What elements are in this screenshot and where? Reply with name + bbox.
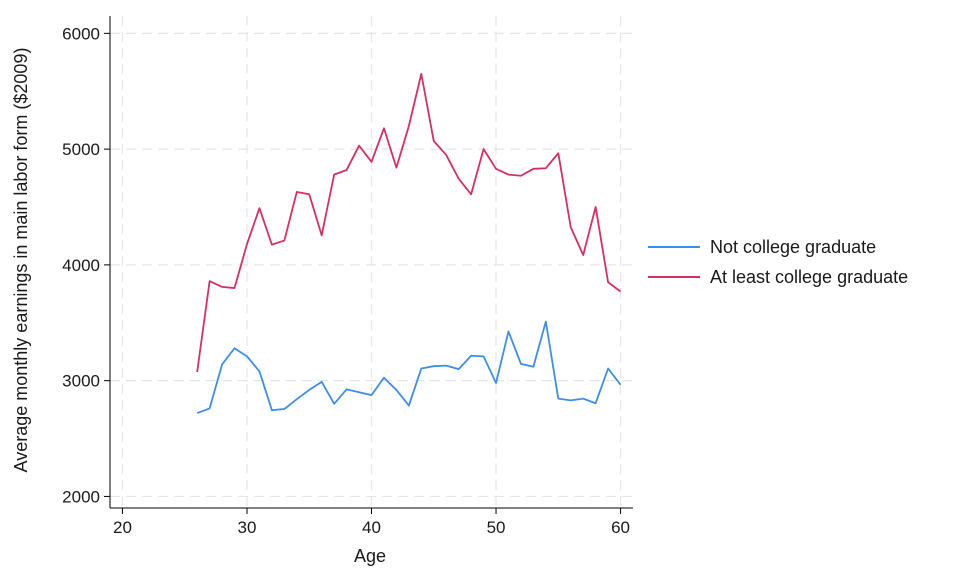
tick-labels: 2000 3000 4000 5000 6000 20 30 40 50 60 [62, 24, 630, 537]
legend-label-college: At least college graduate [710, 267, 908, 287]
y-tick-label: 2000 [62, 487, 100, 506]
x-axis-title: Age [354, 546, 386, 566]
y-tick-label: 5000 [62, 140, 100, 159]
x-tick-label: 20 [113, 518, 132, 537]
x-tick-label: 30 [238, 518, 257, 537]
x-tick-label: 50 [487, 518, 506, 537]
y-tick-label: 3000 [62, 372, 100, 391]
axes [104, 16, 633, 514]
series-line-not-college [196, 320, 622, 414]
legend: Not college graduate At least college gr… [648, 237, 908, 287]
x-tick-label: 60 [611, 518, 630, 537]
y-axis-title: Average monthly earnings in main labor f… [11, 48, 31, 473]
series-lines [196, 72, 622, 414]
y-tick-label: 6000 [62, 24, 100, 43]
series-line-college [196, 72, 622, 373]
x-tick-label: 40 [362, 518, 381, 537]
y-tick-label: 4000 [62, 256, 100, 275]
legend-label-not-college: Not college graduate [710, 237, 876, 257]
grid-lines [110, 16, 633, 508]
